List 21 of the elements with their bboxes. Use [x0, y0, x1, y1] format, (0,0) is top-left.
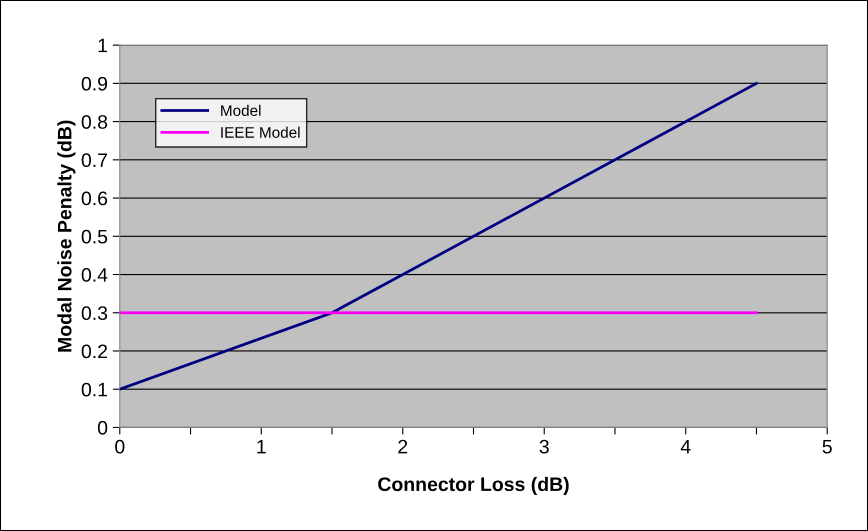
y-tick-label: 0.2 — [82, 344, 108, 358]
x-tick-label: 0 — [115, 440, 124, 454]
legend-label: IEEE Model — [221, 126, 300, 138]
y-tick-label: 0 — [98, 420, 108, 435]
y-tick-label: 0.7 — [82, 153, 108, 168]
y-tick-label: 0.5 — [82, 230, 108, 244]
y-tick-label: 0.9 — [82, 76, 108, 91]
y-axis-title: Modal Noise Penalty (dB) — [57, 120, 76, 352]
x-tick-label: 4 — [680, 440, 691, 454]
x-tick-label: 1 — [257, 440, 266, 454]
y-tick-label: 0.6 — [82, 192, 108, 206]
legend-label: Model — [221, 104, 260, 116]
x-tick-label: 3 — [540, 440, 549, 454]
x-tick-label: 5 — [822, 440, 832, 454]
y-tick-label: 0.1 — [82, 382, 108, 396]
y-tick-label: 0.4 — [82, 268, 108, 282]
x-axis-title: Connector Loss (dB) — [378, 476, 569, 495]
y-tick-label: 0.3 — [82, 306, 108, 320]
x-tick-label: 2 — [398, 440, 408, 454]
y-tick-label: 0.8 — [82, 115, 108, 129]
y-tick-label: 1 — [98, 38, 108, 52]
